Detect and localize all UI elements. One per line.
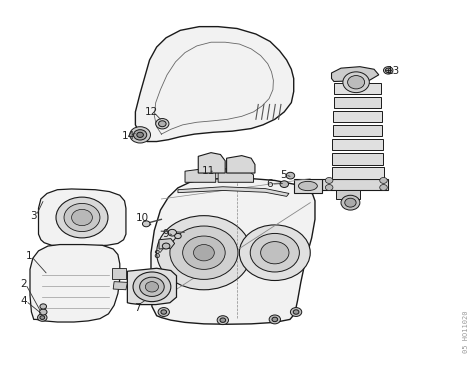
Text: 3: 3 (30, 211, 37, 221)
Polygon shape (198, 153, 225, 173)
Circle shape (385, 68, 391, 73)
Polygon shape (151, 179, 315, 324)
Polygon shape (136, 27, 294, 141)
Polygon shape (331, 167, 383, 179)
Circle shape (161, 310, 166, 314)
Polygon shape (336, 190, 360, 199)
Circle shape (239, 225, 310, 280)
Circle shape (133, 272, 171, 302)
Polygon shape (112, 267, 126, 279)
Circle shape (162, 243, 170, 249)
Circle shape (380, 185, 387, 190)
Circle shape (64, 203, 100, 232)
Circle shape (170, 226, 238, 279)
Polygon shape (128, 268, 176, 305)
Circle shape (325, 185, 333, 190)
Circle shape (280, 181, 289, 187)
Polygon shape (159, 238, 174, 249)
Circle shape (158, 308, 169, 317)
Polygon shape (227, 155, 255, 173)
Ellipse shape (299, 182, 318, 190)
Circle shape (72, 209, 92, 226)
Circle shape (291, 308, 302, 317)
Circle shape (250, 234, 300, 272)
Text: 1: 1 (26, 251, 32, 262)
Circle shape (158, 121, 166, 127)
Circle shape (143, 221, 150, 227)
Circle shape (174, 234, 181, 238)
Circle shape (269, 315, 281, 324)
Polygon shape (331, 67, 379, 81)
Text: 7: 7 (135, 303, 141, 313)
Circle shape (182, 236, 225, 269)
Circle shape (286, 172, 295, 179)
Circle shape (37, 314, 47, 321)
Text: 9: 9 (163, 229, 169, 239)
Polygon shape (332, 139, 383, 150)
Polygon shape (333, 111, 382, 122)
Circle shape (134, 130, 147, 140)
Polygon shape (334, 97, 381, 108)
Circle shape (130, 127, 151, 143)
Circle shape (293, 310, 299, 314)
Circle shape (383, 67, 393, 74)
Circle shape (345, 198, 356, 207)
Circle shape (220, 318, 226, 323)
Polygon shape (294, 179, 322, 193)
Text: 11: 11 (202, 166, 215, 176)
Polygon shape (113, 282, 128, 290)
Polygon shape (185, 169, 216, 182)
Polygon shape (334, 83, 381, 94)
Text: 8: 8 (154, 250, 160, 260)
Polygon shape (333, 125, 382, 137)
Text: 13: 13 (386, 66, 400, 76)
Polygon shape (178, 187, 289, 196)
Circle shape (168, 230, 176, 236)
Text: 05 HO11020: 05 HO11020 (463, 310, 469, 353)
Circle shape (39, 309, 47, 315)
Circle shape (140, 277, 164, 296)
Circle shape (146, 282, 158, 292)
Circle shape (156, 216, 251, 290)
Text: 5: 5 (280, 170, 287, 180)
Circle shape (261, 241, 289, 264)
Circle shape (156, 119, 169, 129)
Circle shape (325, 177, 333, 183)
Circle shape (137, 132, 144, 137)
Text: 6: 6 (266, 179, 273, 189)
Circle shape (40, 316, 45, 320)
Circle shape (380, 177, 387, 183)
Circle shape (341, 195, 360, 210)
Circle shape (40, 304, 46, 309)
Polygon shape (38, 189, 126, 246)
Text: 14: 14 (122, 131, 135, 141)
Circle shape (217, 316, 228, 325)
Text: 4: 4 (20, 296, 27, 306)
Circle shape (272, 317, 278, 322)
Text: 12: 12 (146, 107, 159, 117)
Circle shape (347, 76, 365, 89)
Circle shape (193, 244, 214, 261)
Text: 2: 2 (20, 279, 27, 289)
Polygon shape (218, 168, 254, 182)
Circle shape (56, 197, 108, 238)
Polygon shape (332, 153, 383, 164)
Polygon shape (30, 244, 120, 322)
Circle shape (343, 72, 369, 93)
Polygon shape (322, 179, 388, 190)
Text: 10: 10 (136, 212, 149, 222)
